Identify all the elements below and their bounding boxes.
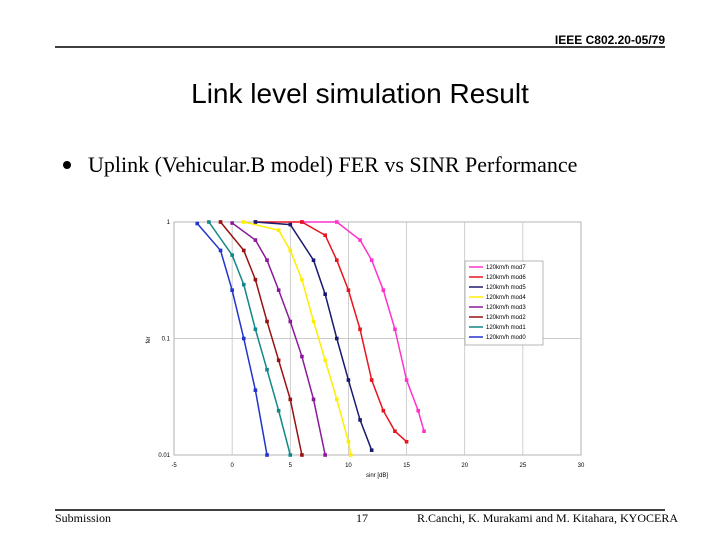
point-marker	[195, 221, 200, 226]
point-marker	[335, 397, 339, 402]
point-marker	[241, 336, 246, 341]
point-marker	[276, 288, 281, 292]
slide-title: Link level simulation Result	[191, 78, 529, 109]
x-tick-label: 20	[461, 463, 468, 469]
point-marker	[346, 288, 351, 292]
legend-label: 120km/h mod3	[486, 305, 526, 311]
point-marker	[311, 397, 316, 402]
point-marker	[311, 319, 316, 324]
doc-id: IEEE C802.20-05/79	[555, 33, 665, 47]
point-marker	[230, 221, 234, 225]
legend-label: 120km/h mod7	[486, 265, 526, 271]
chart: -5 0 5 10 15 20 25 30 1 0.1 0.01 sinr [dB] fer 120km/…	[146, 220, 585, 479]
point-marker	[404, 439, 409, 444]
point-marker	[288, 397, 293, 402]
point-marker	[323, 233, 327, 238]
point-marker	[265, 367, 269, 372]
y-tick-label: 1	[167, 220, 171, 226]
point-marker	[300, 220, 304, 224]
point-marker	[358, 418, 362, 422]
series-line	[255, 221, 373, 451]
y-tick-label: 0.1	[162, 337, 171, 343]
point-marker	[369, 378, 374, 382]
x-tick-label: -5	[171, 463, 177, 469]
point-marker	[207, 220, 211, 224]
legend-label: 120km/h mod4	[486, 295, 526, 301]
point-marker	[335, 336, 339, 341]
point-marker	[253, 238, 258, 242]
point-marker	[323, 453, 327, 457]
bullet-text: Uplink (Vehicular.B model) FER vs SINR P…	[88, 152, 577, 177]
point-marker	[253, 277, 258, 282]
point-marker	[276, 358, 281, 363]
point-marker	[381, 288, 386, 292]
y-tick-label: 0.01	[158, 453, 170, 459]
point-marker	[381, 408, 386, 413]
point-marker	[300, 277, 304, 282]
point-marker	[393, 327, 397, 332]
point-marker	[369, 448, 374, 452]
legend-label: 120km/h mod5	[486, 285, 526, 291]
x-tick-label: 25	[520, 463, 527, 469]
point-marker	[393, 429, 397, 434]
series-line	[196, 223, 268, 456]
point-marker	[300, 354, 304, 359]
x-tick-label: 30	[578, 463, 585, 469]
point-marker	[218, 220, 223, 224]
point-marker	[348, 453, 353, 457]
x-axis-label: sinr [dB]	[366, 473, 388, 479]
point-marker	[241, 282, 246, 287]
point-marker	[404, 378, 409, 382]
series-line	[231, 222, 326, 456]
point-marker	[288, 222, 293, 227]
point-marker	[358, 327, 362, 332]
series-line	[255, 221, 408, 443]
legend-label: 120km/h mod0	[486, 335, 526, 341]
point-marker	[422, 429, 426, 434]
legend-box	[464, 260, 544, 346]
point-marker	[346, 439, 351, 444]
point-marker	[335, 220, 339, 224]
legend-label: 120km/h mod6	[486, 275, 526, 281]
point-marker	[253, 327, 258, 332]
point-marker	[335, 258, 339, 263]
point-marker	[230, 253, 234, 257]
point-marker	[288, 248, 293, 253]
point-marker	[241, 220, 246, 224]
point-marker	[288, 453, 293, 457]
point-marker	[323, 292, 327, 297]
point-marker	[346, 378, 351, 382]
point-marker	[323, 358, 327, 363]
point-marker	[276, 228, 281, 233]
point-marker	[265, 453, 269, 457]
point-marker	[253, 220, 258, 224]
point-marker	[288, 319, 293, 324]
legend-label: 120km/h mod2	[486, 315, 526, 321]
point-marker	[311, 258, 316, 263]
point-marker	[241, 248, 246, 253]
footer-left: Submission	[55, 511, 111, 525]
footer-right: R.Canchi, K. Murakami and M. Kitahara, K…	[417, 511, 678, 525]
point-marker	[369, 258, 374, 263]
point-marker	[265, 319, 269, 324]
legend-label: 120km/h mod1	[486, 325, 526, 331]
point-marker	[230, 288, 234, 292]
x-tick-label: 0	[230, 463, 234, 469]
bullet-dot	[63, 161, 71, 169]
page-number: 17	[356, 511, 368, 525]
point-marker	[265, 258, 269, 263]
point-marker	[358, 238, 362, 242]
point-marker	[300, 453, 304, 457]
point-marker	[276, 408, 281, 413]
y-axis-label: fer	[146, 336, 152, 343]
point-marker	[416, 408, 420, 413]
x-tick-label: 10	[345, 463, 352, 469]
point-marker	[218, 248, 223, 253]
x-tick-label: 15	[403, 463, 410, 469]
point-marker	[253, 388, 258, 392]
x-tick-label: 5	[289, 463, 293, 469]
